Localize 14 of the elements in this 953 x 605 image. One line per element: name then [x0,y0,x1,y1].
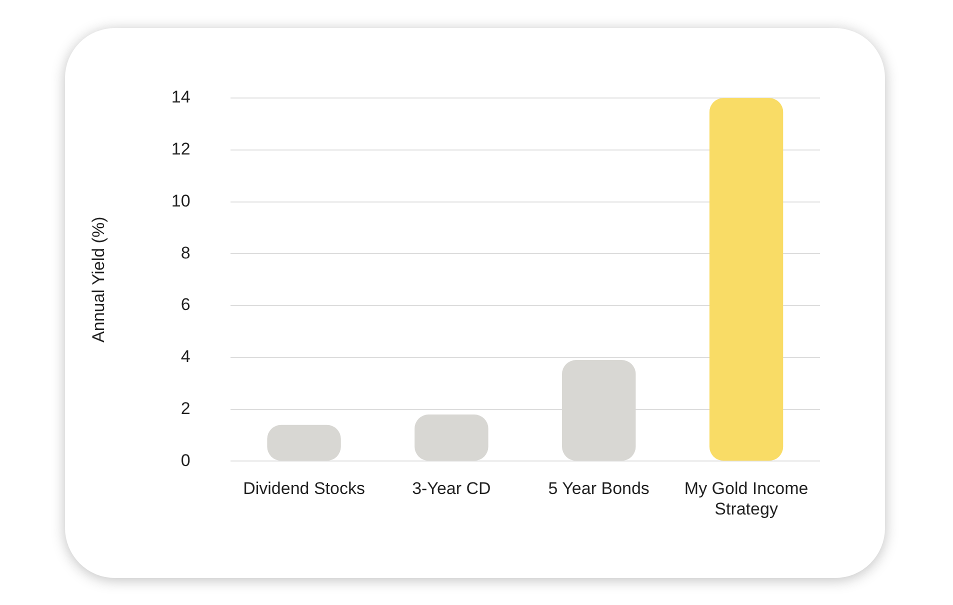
x-tick-label: My Gold Income Strategy [684,479,808,518]
y-tick-label: 4 [180,347,190,366]
y-tick-label: 0 [180,450,190,470]
y-tick-label: 12 [171,140,190,159]
x-tick-label: 5 Year Bonds [548,479,650,498]
y-tick-label: 14 [171,88,190,107]
y-tick-label: 10 [171,191,190,210]
x-tick-label: 3-Year CD [412,479,491,498]
y-tick-label: 6 [180,295,190,314]
y-tick-label: 2 [180,399,190,418]
y-tick-label: 8 [180,243,190,262]
x-tick-label: Dividend Stocks [243,479,365,498]
bar [709,98,784,461]
y-axis-title: Annual Yield (%) [88,216,108,342]
